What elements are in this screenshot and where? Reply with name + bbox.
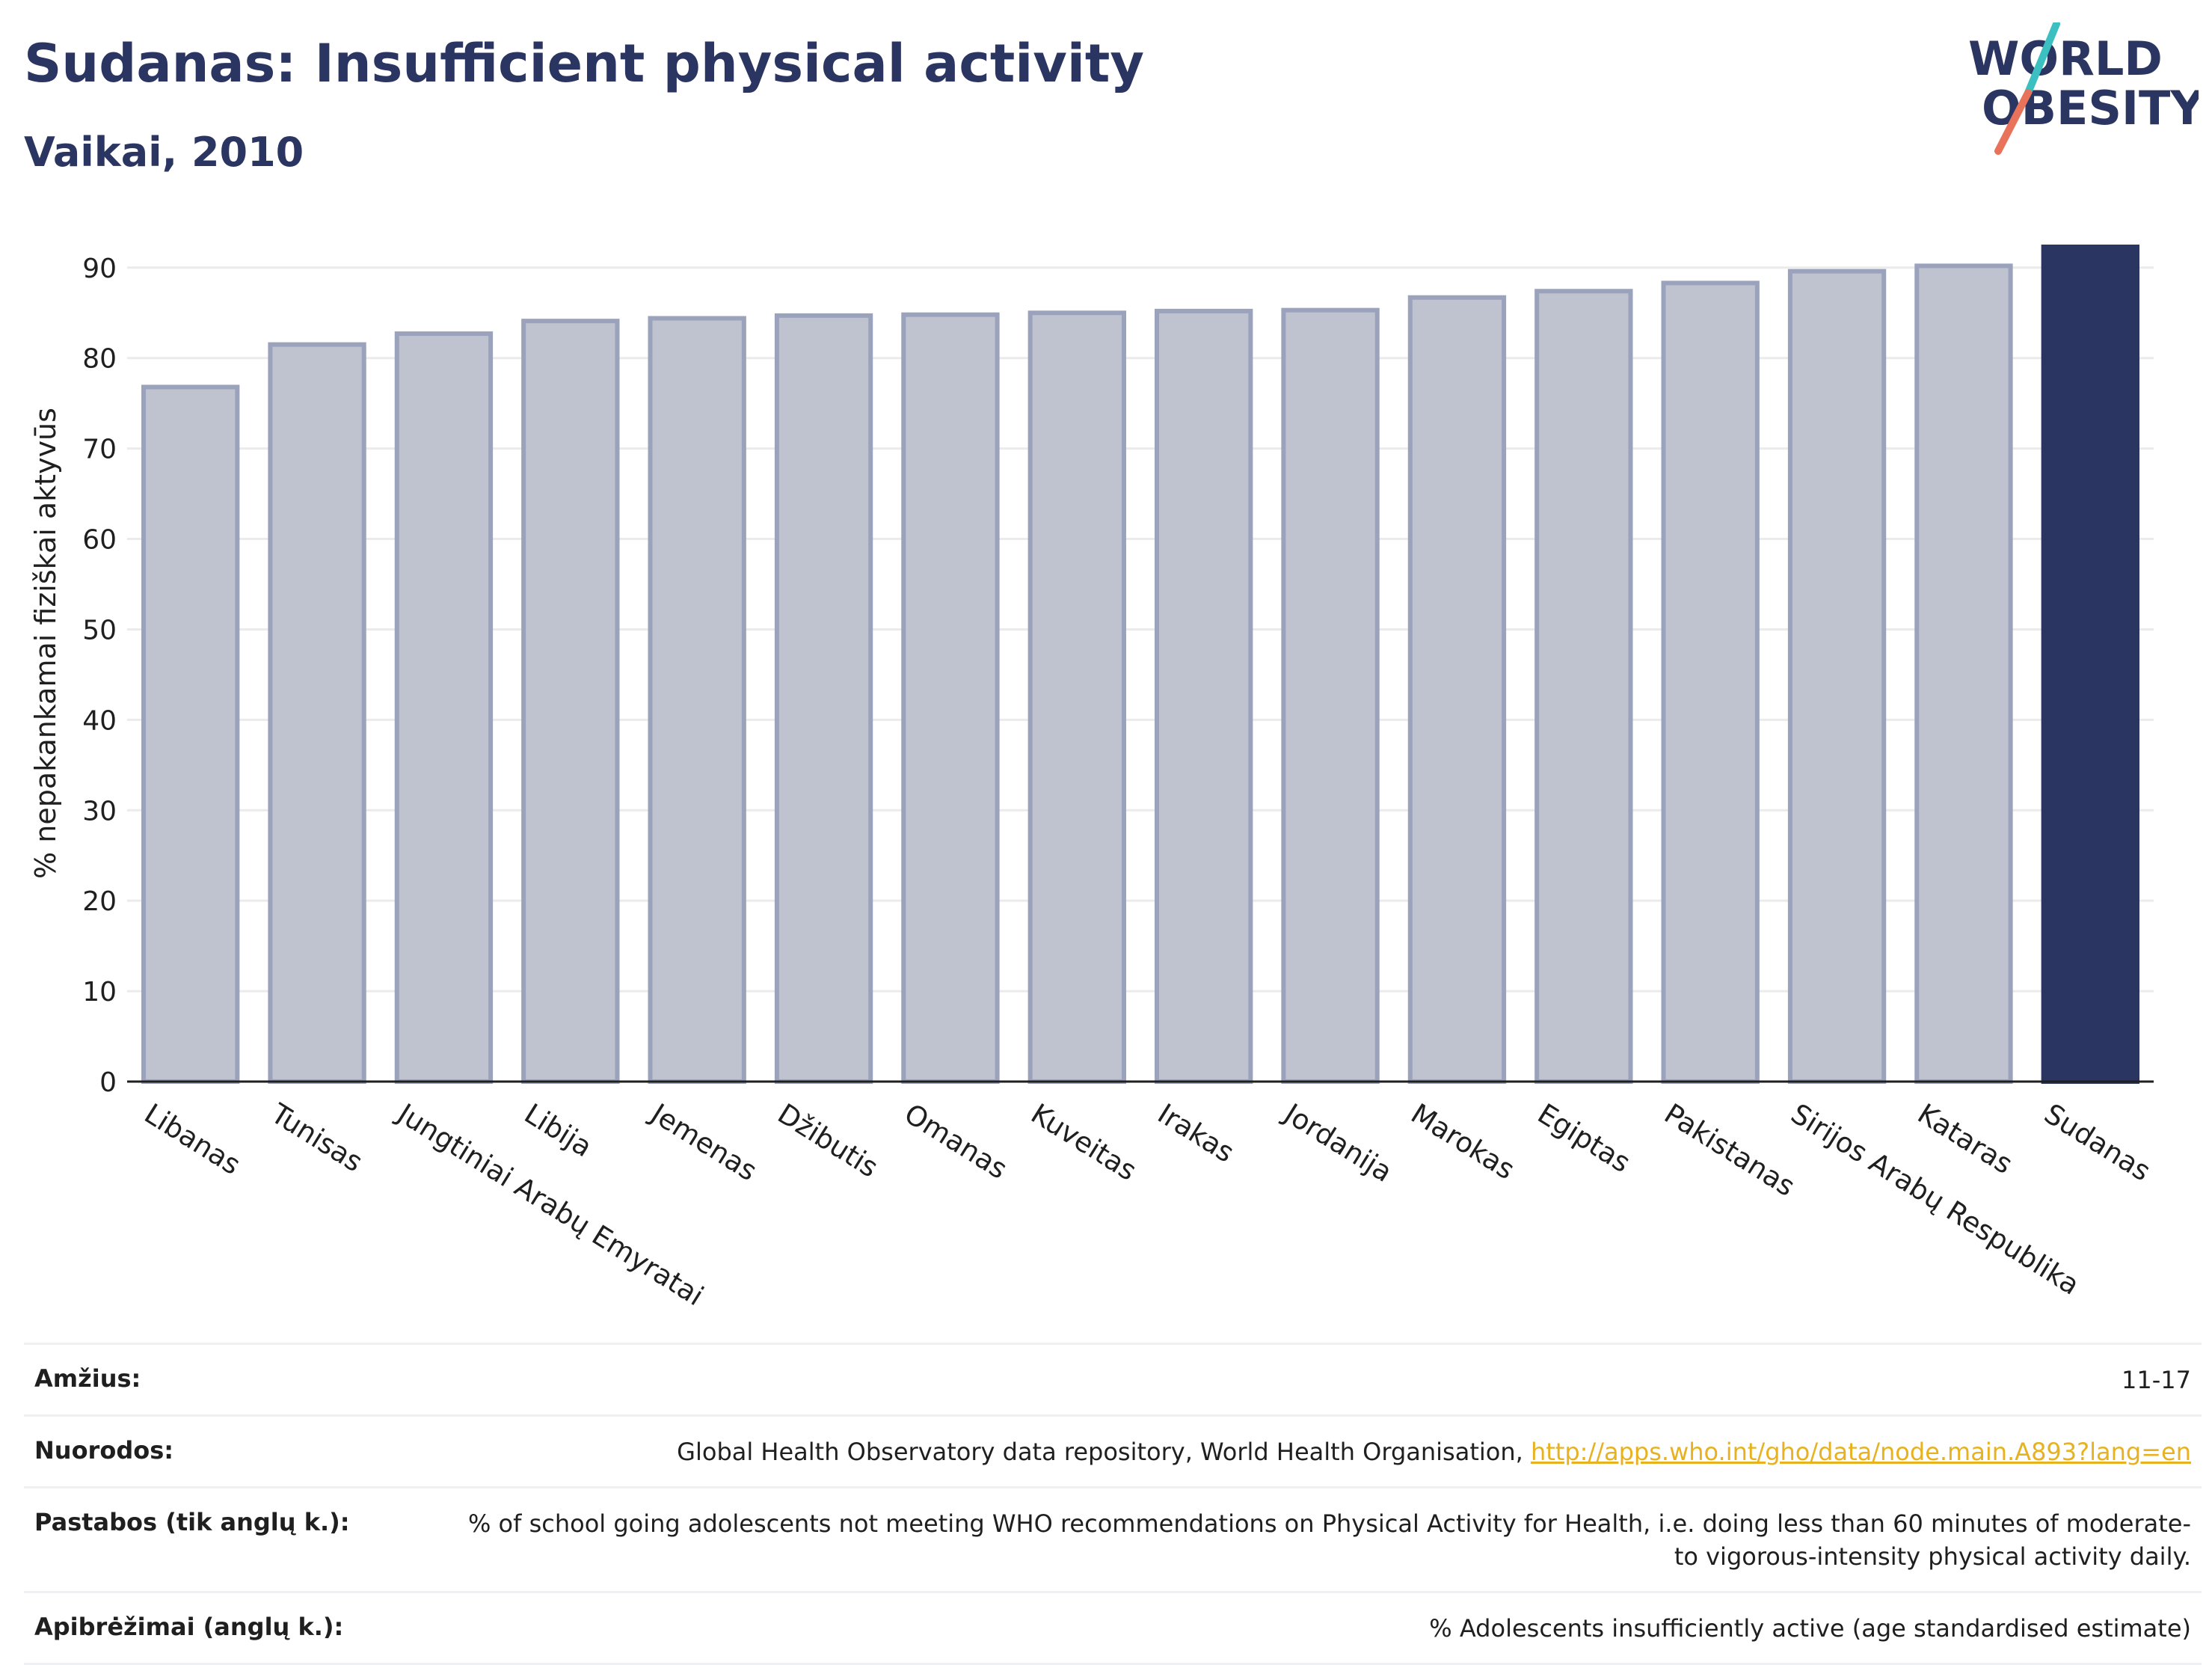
bar-jungtiniai-arabų-emyratai — [394, 331, 494, 1084]
meta-value: 11-17 — [2122, 1366, 2191, 1394]
y-tick-label: 50 — [82, 615, 117, 646]
x-tick-label: Džibutis — [772, 1097, 883, 1184]
x-tick-label: Omanas — [899, 1097, 1013, 1186]
y-tick-label: 10 — [82, 977, 117, 1008]
x-tick-label: Pakistanas — [1659, 1097, 1801, 1203]
meta-row-notes: Pastabos (tik anglų k.): % of school goi… — [24, 1486, 2202, 1590]
bar-marokas — [1407, 295, 1507, 1085]
bar-jordanija — [1281, 307, 1380, 1084]
y-tick-label: 40 — [82, 705, 117, 736]
meta-value: % Adolescents insufficiently active (age… — [1429, 1613, 2191, 1643]
bar-irakas — [1155, 308, 1253, 1084]
bar-kataras — [1914, 263, 2013, 1084]
bar-omanas — [901, 312, 1000, 1084]
x-tick-label: Tunisas — [265, 1097, 368, 1179]
meta-row-references: Nuorodos: Global Health Observatory data… — [24, 1414, 2202, 1486]
page-title: Sudanas: Insufficient physical activity — [24, 33, 1144, 94]
page-subtitle: Vaikai, 2010 — [24, 129, 304, 176]
bar-libanas — [141, 384, 240, 1084]
x-tick-label: Kuveitas — [1025, 1097, 1142, 1187]
y-tick-label: 90 — [82, 254, 117, 284]
x-tick-label: Egiptas — [1532, 1097, 1636, 1179]
meta-row-definitions: Apibrėžimai (anglų k.): % Adolescents in… — [24, 1590, 2202, 1665]
bar-kuveitas — [1027, 310, 1126, 1084]
meta-value-wrapper: Global Health Observatory data repositor… — [453, 1436, 2202, 1468]
x-tick-label: Kataras — [1912, 1097, 2018, 1180]
meta-value: % of school going adolescents not meetin… — [467, 1509, 2191, 1571]
x-tick-label: Marokas — [1405, 1097, 1520, 1186]
bar-džibutis — [774, 313, 873, 1085]
y-tick-label: 20 — [82, 886, 117, 917]
meta-row-age: Amžius: 11-17 — [24, 1343, 2202, 1414]
y-tick-label: 30 — [82, 796, 117, 827]
meta-label: Pastabos (tik anglų k.): — [34, 1508, 350, 1537]
y-tick-label: 0 — [99, 1067, 117, 1098]
bar-egiptas — [1534, 289, 1633, 1084]
metadata-table: Amžius: 11-17 Nuorodos: Global Health Ob… — [24, 1343, 2202, 1665]
y-tick-label: 60 — [82, 525, 117, 556]
y-axis-label: % nepakankamai fiziškai aktyvūs — [29, 408, 62, 879]
meta-value: Global Health Observatory data repositor… — [677, 1438, 1531, 1467]
x-tick-label: Libija — [519, 1097, 598, 1163]
world-obesity-logo: WORLD OBESITY — [1968, 22, 2199, 155]
bar-sudanas — [2041, 245, 2139, 1084]
bars — [141, 245, 2139, 1085]
y-tick-label: 80 — [82, 344, 117, 375]
meta-label: Nuorodos: — [34, 1436, 174, 1465]
x-tick-label: Jemenas — [644, 1097, 762, 1187]
x-tick-label: Jordanija — [1277, 1097, 1398, 1189]
logo-text-line1: WORLD — [1968, 31, 2163, 86]
bar-pakistanas — [1661, 280, 1760, 1085]
source-link[interactable]: http://apps.who.int/gho/data/node.main.A… — [1530, 1438, 2191, 1467]
logo-slash-red — [1994, 89, 2032, 155]
meta-label: Apibrėžimai (anglų k.): — [34, 1612, 344, 1641]
x-tick-label: Libanas — [139, 1097, 247, 1181]
logo-slash-teal — [2024, 22, 2060, 96]
bar-sirijos-arabų-respublika — [1787, 269, 1887, 1084]
y-tick-label: 70 — [82, 435, 117, 465]
bar-libija — [521, 319, 620, 1085]
bar-jemenas — [648, 316, 746, 1084]
x-tick-label: Irakas — [1152, 1097, 1240, 1169]
bar-tunisas — [268, 342, 366, 1084]
meta-label: Amžius: — [34, 1364, 141, 1393]
x-tick-label: Sudanas — [2039, 1097, 2156, 1187]
